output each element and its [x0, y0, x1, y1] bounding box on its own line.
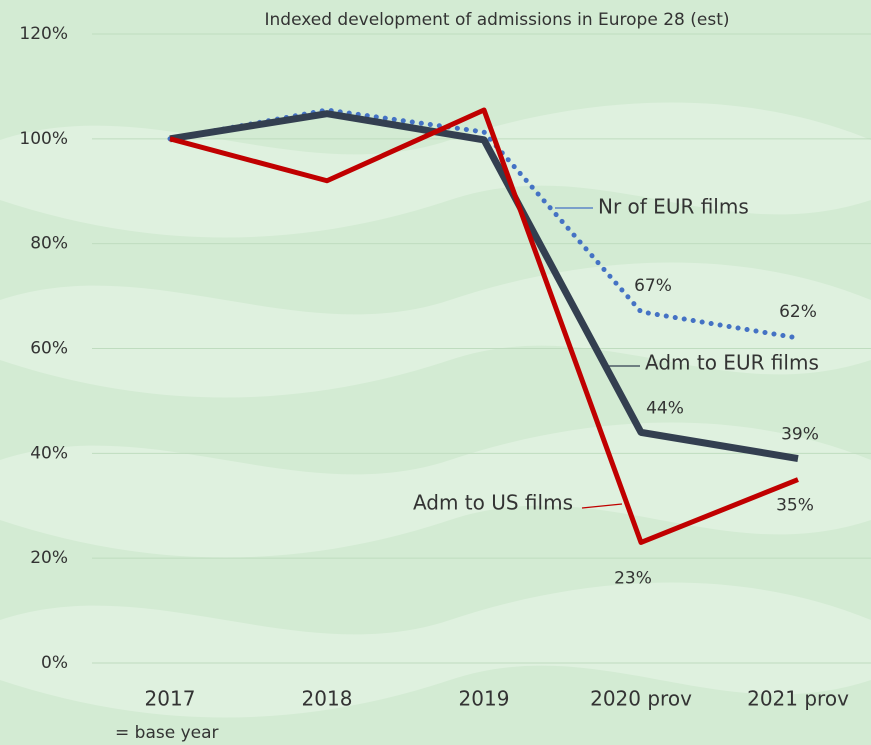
- data-label: 62%: [779, 302, 817, 322]
- y-tick-label: 60%: [30, 339, 68, 359]
- x-tick-label: 2019: [459, 687, 510, 711]
- data-label: 39%: [781, 425, 819, 445]
- x-tick-label: 2020 prov: [590, 687, 692, 711]
- series-line: [169, 107, 799, 545]
- y-tick-label: 120%: [19, 24, 68, 44]
- y-tick-label: 20%: [30, 548, 68, 568]
- chart-title: Indexed development of admissions in Eur…: [264, 10, 729, 30]
- background-waves: [0, 102, 871, 718]
- annotation: = base year: [115, 723, 219, 743]
- series-label: Adm to US films: [413, 491, 573, 515]
- x-tick-label: 2018: [302, 687, 353, 711]
- y-tick-label: 40%: [30, 443, 68, 463]
- series-label: Nr of EUR films: [598, 195, 749, 219]
- data-label: 35%: [776, 496, 814, 516]
- data-label: 44%: [646, 398, 684, 418]
- series-label: Adm to EUR films: [645, 351, 819, 375]
- leader-line: [581, 503, 623, 509]
- y-tick-label: 80%: [30, 234, 68, 254]
- x-tick-label: 2017: [145, 687, 196, 711]
- x-tick-label: 2021 prov: [747, 687, 849, 711]
- data-label: 23%: [614, 568, 652, 588]
- y-tick-label: 100%: [19, 129, 68, 149]
- series-line: [169, 110, 799, 463]
- series-line: [167, 107, 801, 341]
- y-tick-label: 0%: [41, 653, 68, 673]
- data-label: 67%: [634, 276, 672, 296]
